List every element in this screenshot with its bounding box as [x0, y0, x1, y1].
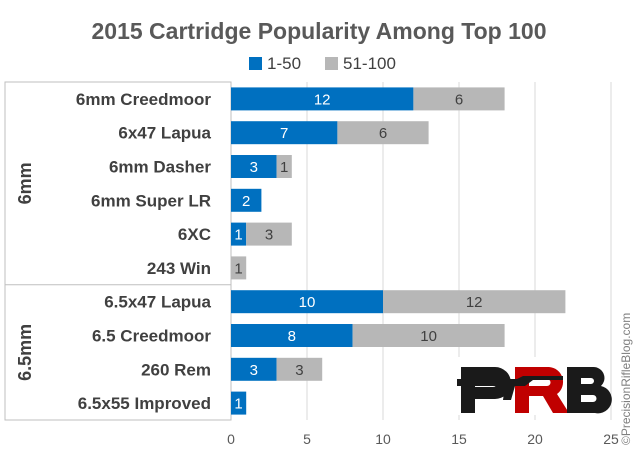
bar-value-label: 6 — [455, 91, 463, 108]
bar-segment — [276, 155, 292, 178]
legend-swatch-51-100 — [325, 57, 338, 70]
bar-segment — [413, 87, 505, 111]
x-tick-label: 15 — [451, 431, 467, 447]
bar-segment — [276, 357, 323, 381]
legend-label-1-50: 1-50 — [267, 54, 301, 73]
category-label: 6XC — [178, 225, 211, 244]
category-label: 6x47 Lapua — [118, 124, 211, 143]
bar-value-label: 8 — [288, 328, 296, 345]
bar-segment — [246, 222, 292, 246]
x-tick-label: 5 — [303, 431, 311, 447]
category-label: 6.5x47 Lapua — [104, 293, 211, 312]
bar-value-label: 3 — [250, 362, 258, 379]
x-axis: 0 5 10 15 20 25 — [227, 431, 619, 447]
watermark: ©PrecisionRifleBlog.com — [619, 313, 633, 445]
bar-segment — [231, 290, 383, 314]
bar-value-label: 1 — [234, 260, 242, 277]
bar-value-label: 12 — [314, 91, 331, 108]
bar-segment — [231, 188, 262, 212]
chart-title: 2015 Cartridge Popularity Among Top 100 — [92, 18, 547, 44]
bar-segment — [231, 391, 247, 415]
x-tick-label: 25 — [603, 431, 619, 447]
bar-value-label: 1 — [234, 396, 242, 413]
group-label: 6.5mm — [15, 324, 35, 381]
category-label: 6.5x55 Improved — [78, 394, 211, 413]
bar-segment — [231, 121, 338, 145]
prb-logo: PRB — [457, 357, 612, 416]
bar-value-label: 12 — [466, 294, 483, 311]
bar-segment — [352, 324, 505, 347]
bar-value-label: 1 — [234, 227, 242, 244]
bar-value-label: 7 — [280, 125, 288, 142]
x-tick-label: 0 — [227, 431, 235, 447]
bar-value-label: 3 — [265, 227, 273, 244]
bar-value-label: 3 — [295, 362, 303, 379]
bar-segment — [337, 121, 429, 145]
bar-segment — [231, 357, 277, 381]
bar-segment — [383, 290, 566, 314]
category-labels: 6mm Creedmoor 6x47 Lapua 6mm Dasher 6mm Sup… — [76, 90, 212, 413]
category-label: 6mm Super LR — [91, 191, 211, 210]
bar-value-label: 3 — [250, 159, 258, 176]
bar-segment — [231, 87, 414, 111]
logo-text: PRB — [533, 414, 535, 416]
category-label: 6.5 Creedmoor — [92, 327, 211, 346]
category-label: 6mm Creedmoor — [76, 90, 211, 109]
group-label: 6mm — [15, 162, 35, 204]
category-label: 243 Win — [147, 259, 211, 278]
bar-segment — [231, 324, 353, 347]
x-tick-label: 20 — [527, 431, 543, 447]
category-label: 6mm Dasher — [109, 158, 211, 177]
bar-value-label: 10 — [420, 328, 437, 345]
bar-value-label: 6 — [379, 125, 387, 142]
legend: 1-50 51-100 — [249, 54, 396, 73]
rifle-icon — [457, 376, 563, 400]
legend-label-51-100: 51-100 — [343, 54, 396, 73]
category-label: 260 Rem — [141, 360, 211, 379]
bar-value-label: 1 — [280, 159, 288, 176]
x-tick-label: 10 — [375, 431, 391, 447]
bar-value-label: 2 — [242, 193, 250, 210]
logo-p-shape — [461, 367, 511, 413]
bar-segment — [231, 155, 277, 178]
bar-segment — [231, 256, 247, 280]
logo-b-shape — [567, 366, 612, 414]
bar-value-label: 10 — [299, 294, 316, 311]
category-frame: 6mm 6.5mm — [4, 81, 232, 421]
legend-swatch-1-50 — [249, 57, 262, 70]
bar-segment — [231, 222, 247, 246]
